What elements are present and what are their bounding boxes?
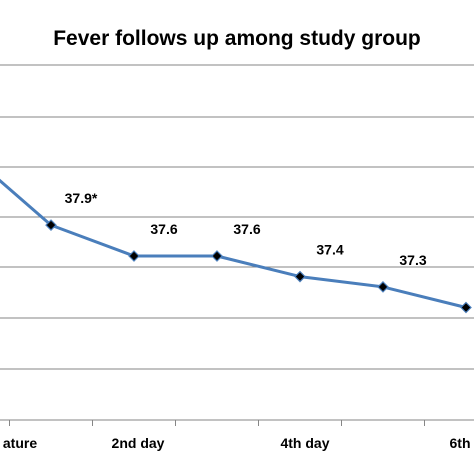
data-label: 37.6 — [233, 221, 260, 237]
chart-title: Fever follows up among study group — [53, 27, 421, 50]
data-point-marker — [377, 281, 389, 293]
x-axis-labels: ature 2nd day 4th day 6th — [3, 435, 471, 451]
data-point-marker — [460, 301, 472, 314]
series-group: 37.9* 37.6 37.6 37.4 37.3 — [0, 178, 472, 314]
data-point-marker — [294, 270, 306, 283]
gridlines — [0, 64, 474, 370]
data-point-marker — [211, 250, 223, 262]
data-label: 37.4 — [316, 242, 343, 258]
data-label: 37.6 — [150, 221, 177, 237]
x-tick-label: 2nd day — [112, 435, 165, 451]
data-label: 37.3 — [399, 252, 426, 268]
data-point-marker — [128, 250, 140, 262]
x-tick-label: ature — [3, 435, 37, 451]
x-tick-label: 6th — [450, 435, 471, 451]
x-tick-label: 4th day — [280, 435, 329, 451]
data-label: 37.9* — [65, 190, 98, 206]
data-point-marker — [45, 219, 57, 231]
x-axis-ticks — [9, 420, 425, 426]
